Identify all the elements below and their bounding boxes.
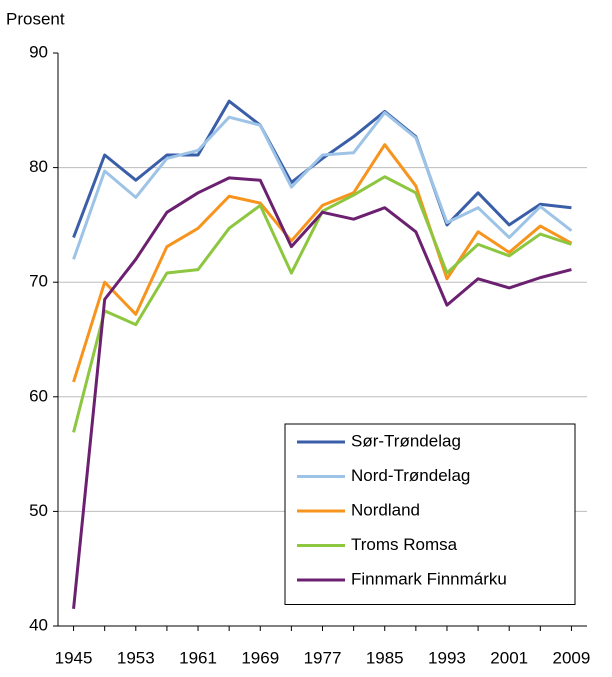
legend-box [284, 423, 576, 605]
legend-label: Troms Romsa [351, 535, 458, 554]
x-tick-label: 1977 [304, 648, 342, 667]
series-line [72, 99, 572, 239]
series-line [72, 143, 573, 383]
series-line [72, 175, 572, 433]
y-tick-label: 80 [29, 157, 48, 176]
y-tick-label: 60 [29, 386, 48, 405]
legend-label: Sør-Trøndelag [351, 431, 461, 450]
legend-label: Nord-Trøndelag [351, 466, 470, 485]
x-tick-label: 1945 [55, 648, 93, 667]
x-tick-label: 2009 [553, 648, 591, 667]
series-line [72, 176, 572, 609]
y-tick-label: 90 [29, 42, 48, 61]
y-tick-label: 50 [29, 501, 48, 520]
x-tick-label: 1985 [366, 648, 404, 667]
x-tick-label: 1953 [117, 648, 155, 667]
legend-label: Finnmark Finnmárku [351, 569, 507, 588]
legend-label: Nordland [351, 500, 420, 519]
y-tick-label: 70 [29, 272, 48, 291]
x-tick-label: 1969 [241, 648, 279, 667]
x-tick-label: 1961 [179, 648, 217, 667]
x-tick-label: 1993 [428, 648, 466, 667]
y-axis-label: Prosent [6, 9, 65, 28]
x-tick-label: 2001 [490, 648, 528, 667]
series-line [72, 111, 573, 260]
y-tick-label: 40 [29, 615, 48, 634]
